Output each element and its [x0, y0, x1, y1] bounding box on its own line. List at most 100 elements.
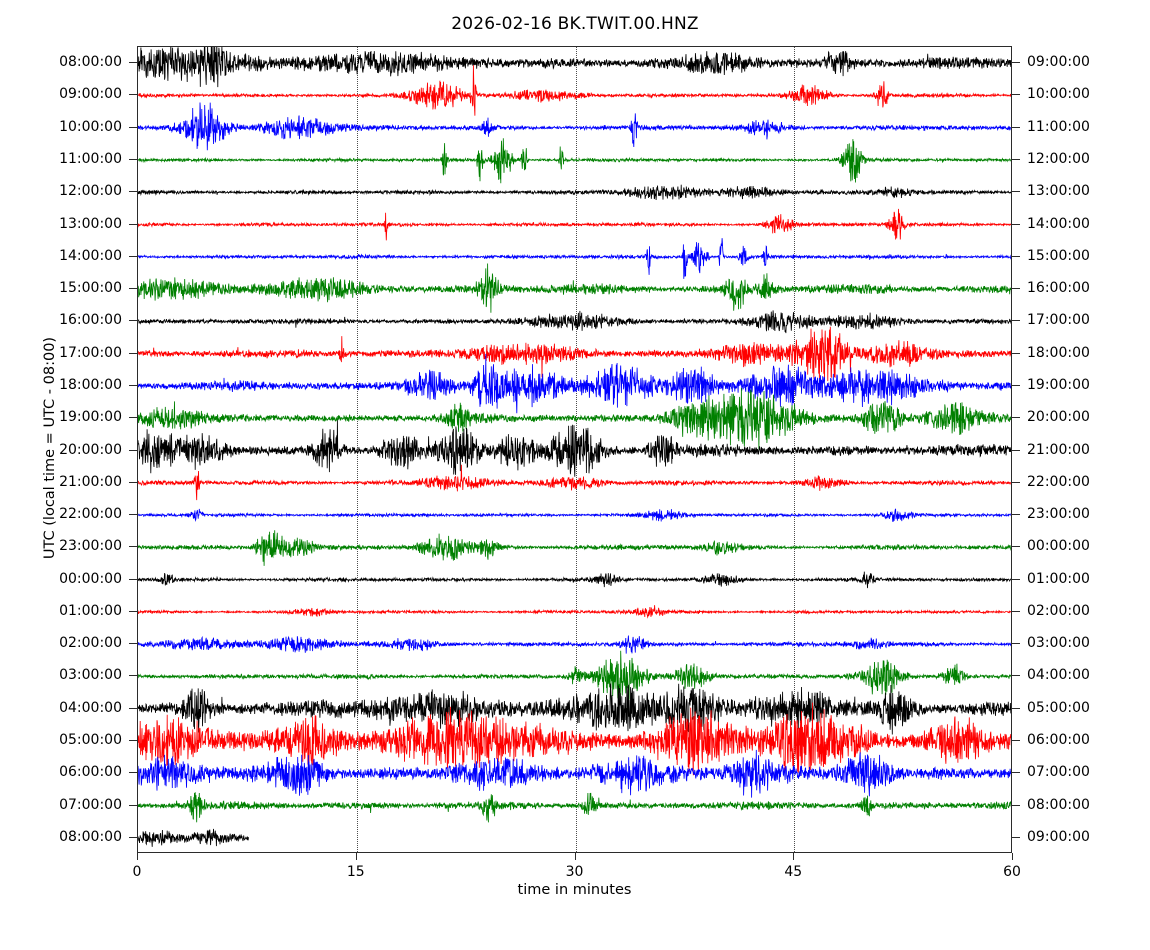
x-tick-15: 15	[346, 864, 365, 880]
y-tick-mark-right-4	[1012, 191, 1020, 193]
y-tick-left-20: 04:00:00	[59, 699, 122, 716]
y-tick-mark-right-0	[1012, 62, 1020, 64]
y-tick-left-16: 00:00:00	[59, 570, 122, 587]
y-tick-mark-right-20	[1012, 707, 1020, 709]
y-tick-left-17: 01:00:00	[59, 602, 122, 619]
x-tick-60: 60	[1003, 864, 1021, 880]
y-tick-right-20: 05:00:00	[1027, 699, 1090, 716]
y-tick-mark-right-3	[1012, 158, 1020, 160]
y-tick-right-8: 17:00:00	[1027, 312, 1090, 329]
y-tick-mark-left-7	[129, 288, 137, 290]
y-tick-mark-right-11	[1012, 417, 1020, 419]
x-tick-mark-0	[137, 853, 138, 860]
trace-row-22	[138, 749, 1011, 798]
y-tick-left-13: 21:00:00	[59, 473, 122, 490]
trace-row-1	[138, 65, 1011, 116]
y-tick-mark-left-14	[129, 514, 137, 516]
y-tick-right-11: 20:00:00	[1027, 409, 1090, 426]
y-tick-left-1: 09:00:00	[59, 86, 122, 103]
y-tick-right-10: 19:00:00	[1027, 376, 1090, 393]
y-tick-mark-right-16	[1012, 578, 1020, 580]
y-tick-right-15: 00:00:00	[1027, 538, 1090, 555]
y-tick-left-6: 14:00:00	[59, 247, 122, 264]
y-tick-mark-left-21	[129, 740, 137, 742]
y-tick-mark-left-5	[129, 223, 137, 225]
y-tick-right-12: 21:00:00	[1027, 441, 1090, 458]
y-tick-mark-left-12	[129, 449, 137, 451]
y-tick-mark-right-19	[1012, 675, 1020, 677]
y-tick-mark-right-6	[1012, 255, 1020, 257]
x-tick-mark-15	[355, 853, 357, 860]
y-tick-right-24: 09:00:00	[1027, 828, 1090, 845]
trace-row-9	[138, 326, 1011, 382]
y-tick-mark-left-19	[129, 675, 137, 677]
y-tick-mark-right-14	[1012, 514, 1020, 516]
y-tick-mark-right-9	[1012, 352, 1020, 354]
y-tick-mark-right-5	[1012, 223, 1020, 225]
trace-row-11	[138, 387, 1011, 451]
y-tick-mark-right-24	[1012, 836, 1020, 838]
trace-row-2	[138, 102, 1011, 151]
trace-row-8	[138, 310, 1011, 334]
y-tick-mark-right-15	[1012, 546, 1020, 548]
y-tick-mark-left-6	[129, 255, 137, 257]
trace-row-16	[138, 571, 1011, 589]
y-tick-right-22: 07:00:00	[1027, 764, 1090, 781]
y-tick-mark-right-1	[1012, 94, 1020, 96]
trace-row-17	[138, 605, 1011, 619]
y-tick-mark-right-7	[1012, 288, 1020, 290]
y-tick-mark-left-11	[129, 417, 137, 419]
y-tick-mark-left-1	[129, 94, 137, 96]
y-tick-right-5: 14:00:00	[1027, 215, 1090, 232]
y-tick-left-15: 23:00:00	[59, 538, 122, 555]
y-tick-mark-left-20	[129, 707, 137, 709]
y-tick-right-23: 08:00:00	[1027, 796, 1090, 813]
y-tick-left-7: 15:00:00	[59, 280, 122, 297]
y-tick-mark-left-22	[129, 772, 137, 774]
y-tick-left-14: 22:00:00	[59, 506, 122, 523]
y-tick-mark-left-3	[129, 158, 137, 160]
y-tick-mark-left-17	[129, 610, 137, 612]
trace-row-5	[138, 208, 1011, 241]
x-tick-0: 0	[132, 864, 142, 880]
y-tick-right-9: 18:00:00	[1027, 344, 1090, 361]
y-tick-right-7: 16:00:00	[1027, 280, 1090, 297]
trace-row-21	[138, 702, 1011, 776]
y-axis-right: 09:00:00 10:00:00 11:00:00 12:00:00 13:00:00…	[1012, 46, 1150, 853]
y-tick-mark-right-2	[1012, 126, 1020, 128]
y-tick-left-18: 02:00:00	[59, 635, 122, 652]
x-axis-label: time in minutes	[517, 882, 632, 898]
x-tick-mark-60	[1012, 853, 1013, 860]
y-tick-right-3: 12:00:00	[1027, 150, 1090, 167]
y-tick-mark-right-8	[1012, 320, 1020, 322]
y-tick-mark-right-17	[1012, 610, 1020, 612]
y-axis-left: 08:00:00 09:00:00 10:00:00 11:00:00 12:00:00…	[0, 46, 137, 853]
y-tick-left-11: 19:00:00	[59, 409, 122, 426]
trace-row-14	[138, 508, 1011, 523]
y-tick-right-19: 04:00:00	[1027, 667, 1090, 684]
y-tick-mark-right-10	[1012, 384, 1020, 386]
trace-row-20	[138, 683, 1011, 735]
y-tick-left-2: 10:00:00	[59, 118, 122, 135]
y-tick-mark-left-23	[129, 804, 137, 806]
y-tick-left-5: 13:00:00	[59, 215, 122, 232]
trace-row-0	[138, 47, 1011, 88]
trace-row-10	[138, 353, 1011, 414]
trace-row-6	[138, 238, 1011, 279]
y-tick-right-21: 06:00:00	[1027, 732, 1090, 749]
trace-row-7	[138, 263, 1011, 313]
y-tick-right-1: 10:00:00	[1027, 86, 1090, 103]
y-tick-left-3: 11:00:00	[59, 150, 122, 167]
y-tick-right-17: 02:00:00	[1027, 602, 1090, 619]
y-tick-right-18: 03:00:00	[1027, 635, 1090, 652]
trace-row-24	[138, 828, 249, 847]
y-tick-left-19: 03:00:00	[59, 667, 122, 684]
y-tick-mark-right-13	[1012, 481, 1020, 483]
y-tick-mark-right-12	[1012, 449, 1020, 451]
y-tick-mark-left-8	[129, 320, 137, 322]
y-tick-mark-right-21	[1012, 740, 1020, 742]
y-tick-mark-left-4	[129, 191, 137, 193]
y-tick-right-2: 11:00:00	[1027, 118, 1090, 135]
y-tick-left-22: 06:00:00	[59, 764, 122, 781]
